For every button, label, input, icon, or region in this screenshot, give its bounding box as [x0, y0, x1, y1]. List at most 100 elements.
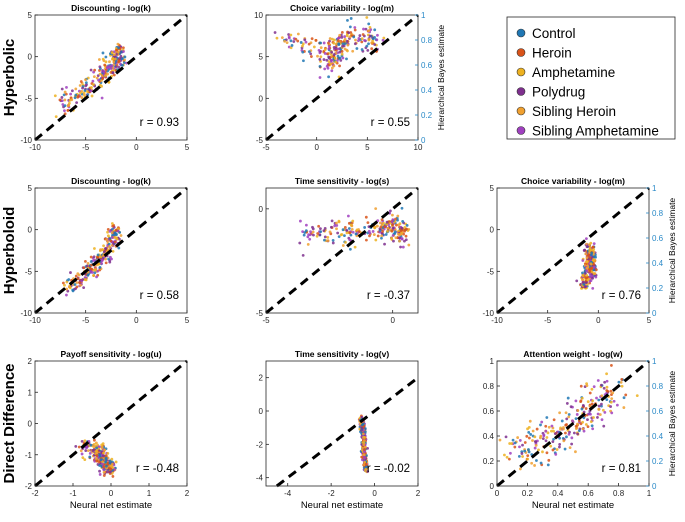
data-point	[107, 257, 111, 261]
x-tick-label: 1	[147, 489, 152, 498]
data-point	[98, 266, 102, 269]
data-point	[58, 98, 62, 102]
data-point	[328, 37, 332, 40]
data-point	[102, 474, 106, 477]
identity-line	[34, 186, 188, 315]
data-point	[301, 42, 305, 46]
data-point	[312, 45, 316, 49]
y-tick-label: -10	[20, 309, 32, 318]
data-point	[110, 457, 114, 461]
y-tick-label: 5	[259, 53, 264, 62]
data-point	[108, 260, 112, 264]
data-point	[117, 46, 120, 50]
data-point	[357, 37, 361, 40]
data-point	[306, 242, 310, 246]
data-point	[350, 228, 354, 231]
data-point	[112, 73, 116, 77]
data-point	[576, 422, 579, 426]
data-point	[368, 231, 372, 235]
data-point	[299, 219, 302, 223]
data-point	[317, 224, 321, 228]
data-point	[600, 402, 603, 406]
data-point	[345, 231, 349, 235]
correlation-label: r = 0.81	[602, 463, 641, 475]
scatter-points	[298, 206, 411, 257]
data-point	[104, 460, 108, 464]
data-point	[111, 69, 115, 72]
data-point	[331, 37, 334, 41]
data-point	[104, 261, 108, 265]
identity-line	[265, 186, 419, 315]
data-point	[337, 36, 341, 40]
data-point	[316, 232, 320, 235]
data-point	[619, 380, 623, 384]
data-point	[533, 446, 537, 450]
data-point	[590, 387, 594, 391]
data-point	[518, 439, 522, 442]
data-point	[400, 237, 404, 241]
data-point	[89, 255, 93, 259]
y-tick-label: -5	[256, 309, 264, 318]
data-point	[375, 224, 379, 228]
data-point	[327, 47, 331, 51]
data-point	[101, 442, 105, 446]
data-point	[340, 30, 344, 34]
data-point	[346, 214, 350, 218]
data-point	[114, 228, 118, 232]
data-point	[109, 239, 113, 243]
data-point	[612, 399, 616, 403]
data-point	[101, 57, 105, 61]
data-point	[98, 469, 101, 473]
data-point	[586, 418, 589, 422]
data-point	[527, 430, 531, 434]
y-tick-label: 0.2	[483, 457, 495, 466]
data-point	[97, 262, 100, 266]
data-point	[564, 431, 567, 435]
data-point	[301, 44, 304, 48]
data-point	[363, 226, 367, 229]
data-point	[545, 436, 549, 439]
data-point	[373, 43, 377, 46]
data-point	[91, 79, 95, 83]
x-tick-label: -10	[29, 316, 41, 325]
data-point	[574, 427, 578, 431]
x-tick-label: 0	[134, 316, 139, 325]
data-point	[89, 443, 93, 447]
data-point	[123, 55, 127, 59]
right-tick-label: 0.4	[652, 259, 664, 268]
data-point	[523, 441, 527, 444]
data-point	[386, 229, 389, 233]
data-point	[550, 429, 553, 433]
data-point	[326, 52, 329, 56]
data-point	[362, 453, 366, 457]
data-point	[335, 227, 338, 231]
data-point	[570, 442, 574, 446]
data-point	[343, 47, 347, 51]
data-point	[568, 446, 572, 450]
data-point	[121, 57, 124, 61]
data-point	[108, 255, 112, 259]
data-point	[62, 93, 66, 97]
data-point	[392, 239, 395, 243]
y-tick-label: 10	[254, 11, 263, 20]
data-point	[104, 60, 108, 64]
data-point	[517, 454, 521, 458]
data-point	[318, 64, 322, 68]
data-point	[325, 58, 329, 62]
data-point	[552, 429, 555, 433]
data-point	[104, 247, 108, 251]
data-point	[585, 269, 589, 273]
data-point	[609, 389, 613, 393]
data-point	[335, 221, 338, 225]
data-point	[591, 245, 595, 249]
data-point	[329, 62, 333, 66]
y-tick-label: -5	[25, 94, 33, 103]
data-point	[290, 44, 294, 47]
data-point	[622, 406, 626, 409]
data-point	[513, 441, 517, 445]
data-point	[351, 230, 355, 234]
y-tick-label: 0	[28, 53, 33, 62]
data-point	[318, 233, 322, 237]
data-point	[622, 396, 626, 400]
data-point	[592, 255, 596, 259]
